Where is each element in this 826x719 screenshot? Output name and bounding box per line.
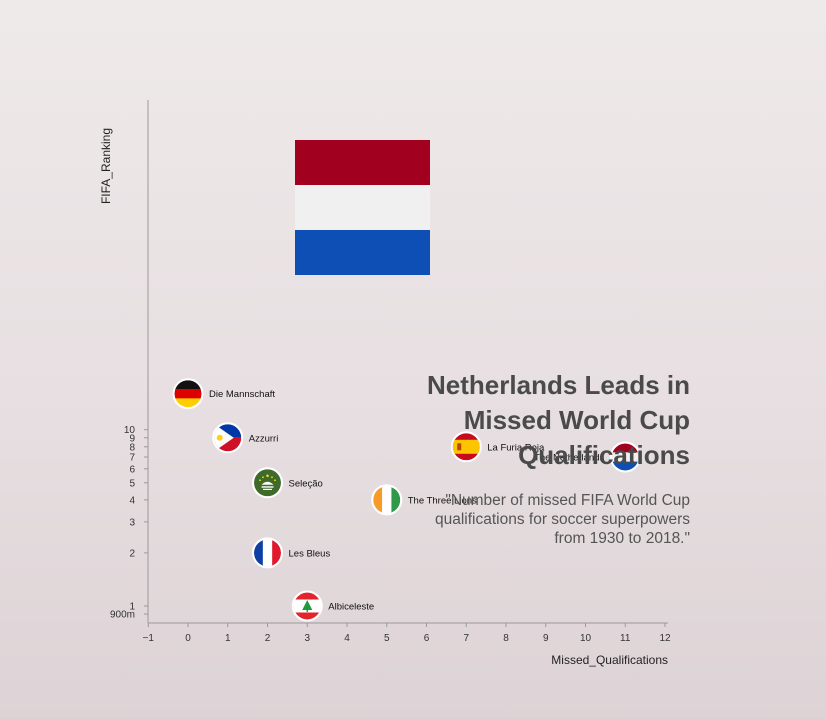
y-axis-title: FIFA_Ranking (99, 128, 113, 204)
data-point (609, 441, 641, 473)
title-line: Qualifications (518, 440, 690, 470)
y-tick-label: 2 (129, 548, 135, 559)
germany-flag-icon (174, 380, 202, 408)
x-axis-title: Missed_Qualifications (551, 653, 668, 667)
x-tick-label: 0 (185, 633, 191, 644)
subtitle-line: "Number of missed FIFA World Cup (445, 492, 690, 509)
lebanon-flag-icon (293, 592, 321, 620)
x-tick-label: 9 (543, 633, 549, 644)
data-point (252, 537, 283, 569)
featured-flag-stripe (295, 140, 430, 185)
x-tick-label: 3 (304, 633, 310, 644)
x-ticks: −1 0 1 2 3 4 5 6 7 8 9 10 11 12 (143, 623, 671, 644)
y-tick-label: 1 (129, 602, 135, 613)
data-point (291, 590, 323, 622)
y-tick-label: 10 (124, 425, 136, 436)
y-tick-label: 8 (129, 442, 135, 453)
data-point (252, 467, 283, 499)
ivory-coast-flag-icon (373, 486, 401, 514)
point-label: Die Mannschaft (209, 389, 275, 400)
x-tick-label: 11 (620, 633, 631, 644)
title-line: Netherlands Leads in (427, 370, 690, 400)
point-label: Azzurri (249, 433, 279, 444)
point-label: Seleção (289, 478, 323, 489)
y-tick-label: 6 (129, 464, 135, 475)
spain-flag-icon (452, 433, 480, 461)
y-tick-label: 5 (129, 478, 135, 489)
philippines-flag-icon (214, 424, 242, 452)
subtitle-line: from 1930 to 2018." (554, 530, 690, 547)
x-tick-label: 12 (659, 633, 671, 644)
x-tick-label: 6 (424, 633, 430, 644)
point-label: The Netherlands (534, 453, 604, 464)
y-tick-label: 900m (110, 610, 135, 621)
point-label: Les Bleus (289, 548, 331, 559)
featured-flag-stripe (295, 185, 430, 230)
macau-flag-icon (254, 469, 281, 497)
chart-title: Netherlands Leads in Missed World Cup Qual… (427, 370, 690, 470)
data-point (172, 378, 204, 410)
x-tick-label: 8 (503, 633, 509, 644)
x-tick-label: 10 (580, 633, 592, 644)
y-tick-label: 4 (129, 495, 135, 506)
data-point (371, 484, 403, 516)
point-label: La Furia Roja (487, 442, 545, 453)
x-tick-label: 4 (344, 633, 350, 644)
x-tick-label: 5 (384, 633, 390, 644)
subtitle-line: qualifications for soccer superpowers (435, 511, 690, 528)
point-label: Albiceleste (328, 602, 374, 613)
x-tick-label: 7 (463, 633, 469, 644)
x-tick-label: 2 (265, 633, 271, 644)
data-point (450, 431, 482, 463)
france-flag-icon (254, 539, 281, 567)
data-point (212, 422, 244, 454)
x-tick-label: −1 (143, 633, 155, 644)
y-tick-label: 7 (129, 453, 135, 464)
point-label: The Three Lions (408, 495, 477, 506)
title-line: Missed World Cup (464, 405, 690, 435)
y-tick-label: 3 (129, 517, 135, 528)
y-tick-label: 9 (129, 433, 135, 444)
featured-flag-stripe (295, 230, 430, 275)
featured-netherlands-flag (295, 140, 430, 275)
x-tick-label: 1 (225, 633, 231, 644)
chart-subtitle: "Number of missed FIFA World Cup qualific… (435, 492, 690, 547)
netherlands-flag-icon (611, 443, 639, 471)
